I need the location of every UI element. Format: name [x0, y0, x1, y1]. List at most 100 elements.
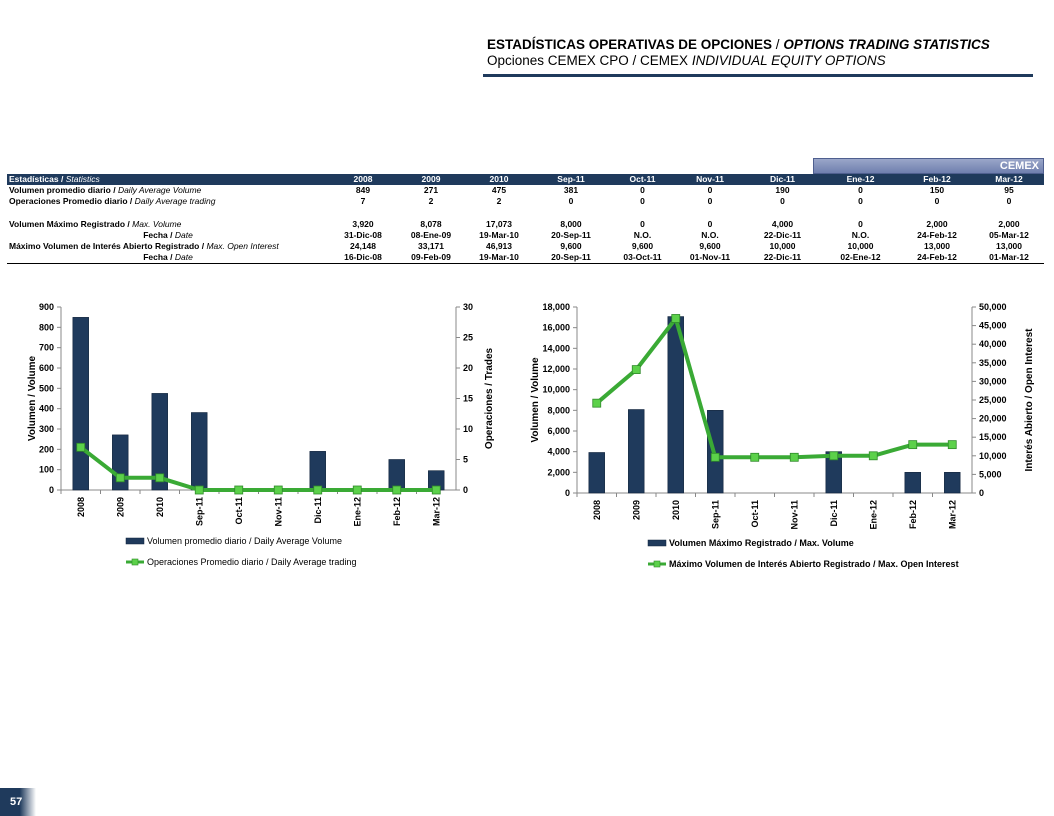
legend-bar-label: Volumen Máximo Registrado / Max. Volume — [669, 538, 854, 548]
table-row: Operaciones Promedio diario / Daily Aver… — [7, 196, 1044, 207]
col-header: 2008 — [329, 174, 397, 185]
y-tick-label: 300 — [39, 424, 54, 434]
table-cell: 3,920 — [352, 219, 374, 229]
y2-tick-label: 10,000 — [979, 451, 1007, 461]
y2-tick-label: 0 — [463, 485, 468, 495]
x-tick-label: 2008 — [76, 497, 86, 517]
table-cell: 0 — [934, 196, 940, 206]
line-marker — [789, 452, 799, 462]
y2-tick-label: 15,000 — [979, 432, 1007, 442]
table-cell: 2 — [496, 196, 502, 206]
row-label-es: Fecha / — [143, 230, 173, 240]
table-cell: 9,600 — [560, 241, 582, 251]
col-header: Dic-11 — [744, 174, 821, 185]
table-row: Máximo Volumen de Interés Abierto Regist… — [7, 241, 1044, 252]
col-header: Oct-11 — [609, 174, 676, 185]
y-axis-title: Volumen / Volume — [530, 357, 541, 443]
col-header: Feb-12 — [900, 174, 974, 185]
y2-tick-label: 5,000 — [979, 469, 1002, 479]
x-tick-label: Sep-11 — [194, 497, 204, 526]
x-tick-label: 2009 — [115, 497, 125, 517]
table-cell: 10,000 — [769, 241, 796, 251]
row-label-en: Max. Volume — [129, 219, 182, 229]
x-tick-label: Feb-12 — [392, 497, 402, 526]
col-header: Mar-12 — [974, 174, 1044, 185]
row-label-es: Operaciones Promedio diario / — [9, 196, 133, 206]
table-cell: N.O. — [701, 230, 719, 240]
y2-axis-title: Interés Abierto / Open Interest — [1024, 328, 1035, 472]
line-marker — [234, 485, 244, 495]
spacer-cell — [7, 207, 1044, 219]
table-cell: 20-Sep-11 — [551, 230, 591, 240]
daily-average-chart: 0 100 200 300 400 500 600 700 800 900 0 5 10 15 20 25 30… — [27, 302, 495, 567]
table-cell: 17,073 — [486, 219, 512, 229]
table-cell: 05-Mar-12 — [989, 230, 1029, 240]
table-cell: 0 — [568, 196, 574, 206]
legend-line-label: Máximo Volumen de Interés Abierto Regist… — [669, 559, 959, 569]
x-tick-label: Oct-11 — [750, 500, 760, 528]
line-marker — [431, 485, 441, 495]
table-cell: 2 — [428, 196, 434, 206]
page-title: ESTADÍSTICAS OPERATIVAS DE OPCIONES / OP… — [487, 37, 1047, 53]
row-label-es: Fecha / — [143, 252, 173, 262]
table-cell: 271 — [423, 185, 439, 195]
bar — [588, 452, 605, 494]
line-marker — [947, 440, 957, 450]
series-line — [79, 445, 437, 492]
col-header: Ene-12 — [821, 174, 900, 185]
statistics-table: Estadísticas / Statistics 2008 2009 2010… — [7, 174, 1044, 264]
row-label-en: Max. Open Interest — [204, 241, 279, 251]
table-cell: 24,148 — [350, 241, 376, 251]
bar — [388, 459, 405, 491]
x-tick-label: Dic-11 — [829, 500, 839, 527]
y-tick-label: 400 — [39, 404, 54, 414]
header-rule — [483, 74, 1033, 77]
table-cell: 22-Dic-11 — [744, 252, 821, 264]
y-tick-label: 0 — [49, 485, 54, 495]
y2-tick-label: 25,000 — [979, 395, 1007, 405]
table-cell: 0 — [858, 219, 863, 229]
table-cell: 0 — [1006, 196, 1012, 206]
row-label-en: Daily Average Volume — [115, 185, 202, 195]
y-tick-label: 14,000 — [542, 343, 570, 353]
y-tick-label: 500 — [39, 383, 54, 393]
line-marker — [155, 473, 165, 483]
x-tick-label: Nov-11 — [273, 497, 283, 527]
line-marker — [710, 452, 720, 462]
table-cell: N.O. — [851, 230, 870, 240]
bar — [309, 451, 326, 491]
y-tick-label: 900 — [39, 302, 54, 312]
header-en: Statistics — [63, 174, 100, 184]
table-cell: 9,600 — [631, 241, 654, 251]
table-cell: 24-Feb-12 — [900, 252, 974, 264]
x-tick-label: Mar-12 — [947, 500, 957, 529]
y-tick-label: 100 — [39, 465, 54, 475]
row-label-es: Volumen Máximo Registrado / — [9, 219, 130, 229]
col-header: 2010 — [465, 174, 533, 185]
table-cell: 01-Nov-11 — [676, 252, 744, 264]
line-marker — [76, 442, 86, 452]
legend-line-label: Operaciones Promedio diario / Daily Aver… — [147, 557, 356, 567]
y2-tick-label: 15 — [463, 394, 473, 404]
page-number: 57 — [10, 796, 23, 808]
y2-tick-label: 0 — [979, 488, 984, 498]
y-tick-label: 600 — [39, 363, 54, 373]
row-label-es: Máximo Volumen de Interés Abierto Regist… — [9, 241, 205, 251]
table-cell: N.O. — [633, 230, 652, 240]
table-cell: 150 — [929, 185, 945, 195]
line-marker — [115, 473, 125, 483]
x-tick-label: 2010 — [671, 500, 681, 520]
y2-tick-label: 50,000 — [979, 302, 1007, 312]
cemex-tab: CEMEX — [813, 158, 1044, 174]
max-volume-open-interest-chart: 0 2,000 4,000 6,000 8,000 10,000 12,000 14,000 1… — [530, 302, 1035, 569]
y-tick-label: 16,000 — [542, 323, 570, 333]
y2-tick-label: 20 — [463, 363, 473, 373]
col-header: 2009 — [397, 174, 465, 185]
x-tick-label: Dic-11 — [313, 497, 323, 524]
table-cell: 02-Ene-12 — [821, 252, 900, 264]
table-header-row: Estadísticas / Statistics 2008 2009 2010… — [7, 174, 1044, 185]
page-header: ESTADÍSTICAS OPERATIVAS DE OPCIONES / OP… — [487, 37, 1047, 69]
table-cell: 0 — [640, 185, 645, 195]
y-tick-label: 0 — [565, 488, 570, 498]
subtitle-en: INDIVIDUAL EQUITY OPTIONS — [691, 53, 886, 68]
